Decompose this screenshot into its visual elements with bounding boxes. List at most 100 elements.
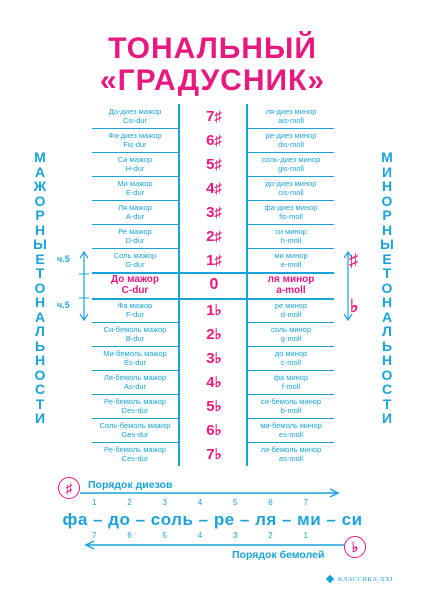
key-signature-count: 3♭: [206, 350, 222, 367]
major-key-name: Си-бемоль мажор: [103, 325, 167, 334]
key-row: Ре мажор D-dur 2♯ си минор h-moll: [92, 224, 334, 248]
minor-key-name: ми минор: [274, 251, 308, 260]
major-keys-vertical-label: МАЖОРНЫЕ ТОНАЛЬНОСТИ: [33, 149, 47, 426]
key-signature-count: 5♭: [206, 398, 222, 415]
key-signature-count: 2♭: [206, 326, 222, 343]
minor-key-latin: cis-moll: [278, 188, 304, 197]
minor-key-latin: ais-moll: [278, 116, 304, 125]
order-digit: 5: [233, 498, 238, 507]
major-key-name: Ре-бемоль мажор: [104, 397, 166, 406]
minor-key-cell: соль минор g-moll: [248, 322, 334, 346]
major-key-latin: A-dur: [125, 212, 145, 221]
major-key-latin: C-dur: [121, 285, 149, 296]
order-digit: 3: [233, 531, 238, 540]
key-row: Ля-бемоль мажор As-dur 4♭ фа минор f-moll: [92, 370, 334, 394]
key-signature-count: 1♭: [206, 302, 222, 319]
minor-key-latin: b-moll: [280, 406, 302, 415]
key-signature-count: 2♯: [206, 227, 222, 245]
key-signature-count: 7♯: [206, 107, 222, 125]
minor-key-name: до минор: [274, 349, 308, 358]
minor-key-latin: dis-moll: [278, 140, 304, 149]
major-key-latin: Ces-dur: [121, 454, 149, 463]
major-key-cell: Ми мажор E-dur: [92, 176, 178, 200]
sharps-order-digits: 1 2 3 4 5 6 7: [92, 498, 308, 507]
row-divider: [248, 346, 334, 347]
row-divider: [248, 370, 334, 371]
logo-icon: [325, 574, 335, 584]
key-thermometer-table: До-диез мажор Cis-dur 7♯ ля-диез минор ais-m…: [92, 104, 334, 466]
key-signature-count: 5♯: [206, 155, 222, 173]
flats-order-digits: 7 6 5 4 3 2 1: [92, 531, 308, 540]
minor-key-name: фа-диез минор: [264, 203, 318, 212]
major-key-cell: Фа мажор F-dur: [92, 298, 178, 322]
flat-icon: ♭: [350, 296, 359, 316]
minor-key-latin: as-moll: [278, 454, 304, 463]
minor-key-name: ля минор: [267, 274, 315, 285]
row-divider: [248, 152, 334, 153]
minor-key-cell: ля минор a-moll: [248, 272, 334, 298]
major-key-latin: E-dur: [125, 188, 145, 197]
sharp-flat-arrows-icon: [343, 250, 353, 322]
minor-key-latin: gis-moll: [278, 164, 304, 173]
key-row: Соль-бемоль мажор Ges-dur 6♭ ми-бемоль мино…: [92, 418, 334, 442]
major-key-latin: Des-dur: [121, 406, 149, 415]
minor-key-latin: fis-moll: [279, 212, 303, 221]
key-signature-count: 0: [209, 276, 219, 293]
major-key-cell: Ля-бемоль мажор As-dur: [92, 370, 178, 394]
minor-key-latin: c-moll: [281, 358, 301, 367]
major-key-latin: Fis-dur: [123, 140, 147, 149]
order-digit: 1: [303, 531, 308, 540]
key-row: Си мажор H-dur 5♯ соль-диез минор gis-moll: [92, 152, 334, 176]
key-signature-count: 6♯: [206, 131, 222, 149]
major-key-latin: H-dur: [125, 164, 145, 173]
flats-order-label: Порядок бемолей: [232, 549, 325, 561]
title-line-2: «ГРАДУСНИК»: [99, 64, 326, 97]
order-digit: 4: [197, 498, 203, 507]
major-key-cell: Ми-бемоль мажор Es-dur: [92, 346, 178, 370]
major-key-latin: B-dur: [125, 334, 145, 343]
order-digit: 4: [197, 531, 203, 540]
minor-key-cell: ми-бемоль минор es-moll: [248, 418, 334, 442]
row-divider: [92, 152, 178, 153]
major-key-name: Ре-бемоль мажор: [104, 445, 166, 454]
major-key-cell: Ре-бемоль мажор Des-dur: [92, 394, 178, 418]
row-divider: [248, 176, 334, 177]
major-key-name: Соль-бемоль мажор: [99, 421, 171, 430]
major-key-latin: As-dur: [123, 382, 147, 391]
major-key-name: Соль мажор: [113, 251, 157, 260]
row-divider: [92, 176, 178, 177]
minor-key-cell: ре-диез минор dis-moll: [248, 128, 334, 152]
key-row: До-диез мажор Cis-dur 7♯ ля-диез минор ais-m…: [92, 104, 334, 128]
row-divider: [92, 346, 178, 347]
row-divider: [92, 224, 178, 225]
row-divider: [92, 418, 178, 419]
major-key-name: Ми мажор: [117, 179, 153, 188]
major-key-latin: F-dur: [126, 310, 144, 319]
major-key-cell: Фа-диез мажор Fis-dur: [92, 128, 178, 152]
key-signature-count: 7♭: [206, 446, 222, 463]
minor-key-name: ре-диез минор: [265, 131, 317, 140]
major-key-cell: Ре-бемоль мажор Ces-dur: [92, 442, 178, 466]
major-key-cell: До-диез мажор Cis-dur: [92, 104, 178, 128]
minor-key-name: соль-диез минор: [261, 155, 321, 164]
major-key-name: До-диез мажор: [108, 107, 162, 116]
minor-key-cell: до минор c-moll: [248, 346, 334, 370]
minor-key-name: си-бемоль минор: [260, 397, 322, 406]
minor-key-cell: ми минор e-moll: [248, 248, 334, 272]
major-key-name: До мажор: [110, 274, 160, 285]
fifth-arrows-icon: [79, 250, 89, 322]
row-divider: [92, 128, 178, 129]
row-divider: [92, 442, 178, 443]
title-line-1: ТОНАЛЬНЫЙ: [108, 32, 317, 65]
row-divider: [92, 394, 178, 395]
major-key-name: Фа мажор: [117, 301, 153, 310]
key-row: Ре-бемоль мажор Des-dur 5♭ си-бемоль минор b…: [92, 394, 334, 418]
minor-key-latin: f-moll: [281, 382, 301, 391]
major-key-cell: Соль мажор G-dur: [92, 248, 178, 272]
major-key-name: Ми-бемоль мажор: [103, 349, 167, 358]
minor-key-cell: ре минор d-moll: [248, 298, 334, 322]
key-row: Соль мажор G-dur 1♯ ми минор e-moll: [92, 248, 334, 272]
key-row: Си-бемоль мажор B-dur 2♭ соль минор g-moll: [92, 322, 334, 346]
minor-key-cell: фа-диез минор fis-moll: [248, 200, 334, 224]
key-row: Ми-бемоль мажор Es-dur 3♭ до минор c-moll: [92, 346, 334, 370]
